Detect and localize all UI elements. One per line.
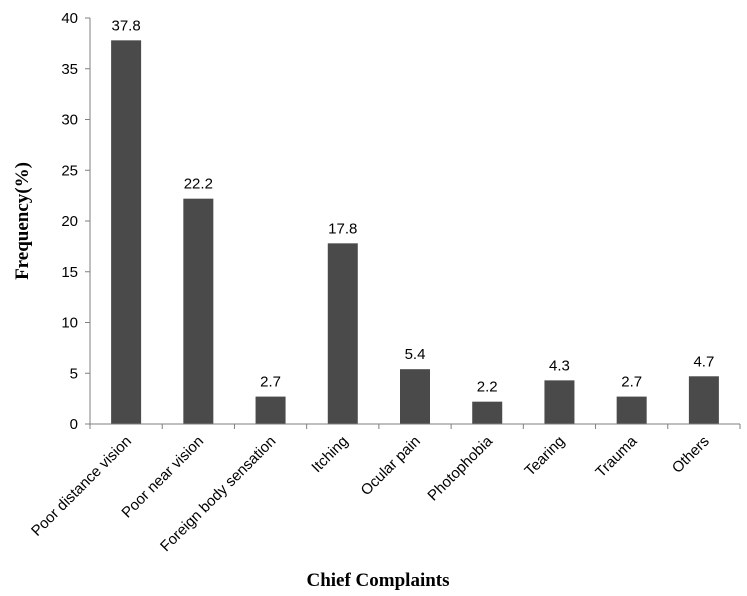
y-tick-label: 25 xyxy=(61,162,78,179)
data-label: 4.7 xyxy=(693,353,714,370)
category-label: Poor distance vision xyxy=(28,433,135,540)
bar xyxy=(255,396,286,424)
y-tick-label: 10 xyxy=(61,315,78,332)
data-label: 22.2 xyxy=(184,176,213,193)
bar xyxy=(400,369,430,424)
category-label: Ocular pain xyxy=(358,433,424,499)
data-label: 17.8 xyxy=(328,220,357,237)
data-label: 37.8 xyxy=(112,17,141,34)
data-labels: 37.8 22.2 2.7 17.8 5.4 2.2 4.3 2.7 4.7 xyxy=(112,17,715,395)
category-label: Photophobia xyxy=(424,432,496,504)
category-label: Trauma xyxy=(592,432,641,481)
bar xyxy=(472,401,503,424)
data-label: 2.2 xyxy=(477,379,498,396)
data-label: 2.7 xyxy=(621,374,642,391)
y-axis-title: Frequency(%) xyxy=(12,162,33,280)
bar xyxy=(688,376,719,424)
y-tick-label: 20 xyxy=(61,213,78,230)
x-axis-title: Chief Complaints xyxy=(306,570,449,591)
data-label: 2.7 xyxy=(260,374,281,391)
y-tick-label: 5 xyxy=(70,365,78,382)
y-tick-label: 35 xyxy=(61,61,78,78)
y-tick-label: 30 xyxy=(61,112,78,129)
bar xyxy=(111,40,142,424)
bar xyxy=(327,243,358,424)
bar xyxy=(544,380,575,424)
category-label: Tearing xyxy=(521,433,568,480)
y-tick-label: 0 xyxy=(70,416,78,433)
y-axis-ticks: 0 5 10 15 20 25 30 35 40 xyxy=(61,10,741,433)
data-label: 5.4 xyxy=(405,346,426,363)
y-tick-label: 15 xyxy=(61,264,78,281)
bars xyxy=(111,40,719,424)
category-label: Itching xyxy=(308,433,351,476)
category-label: Others xyxy=(669,433,713,477)
y-tick-label: 40 xyxy=(61,10,78,27)
bar xyxy=(183,198,214,424)
bar xyxy=(616,396,647,424)
data-label: 4.3 xyxy=(549,357,570,374)
